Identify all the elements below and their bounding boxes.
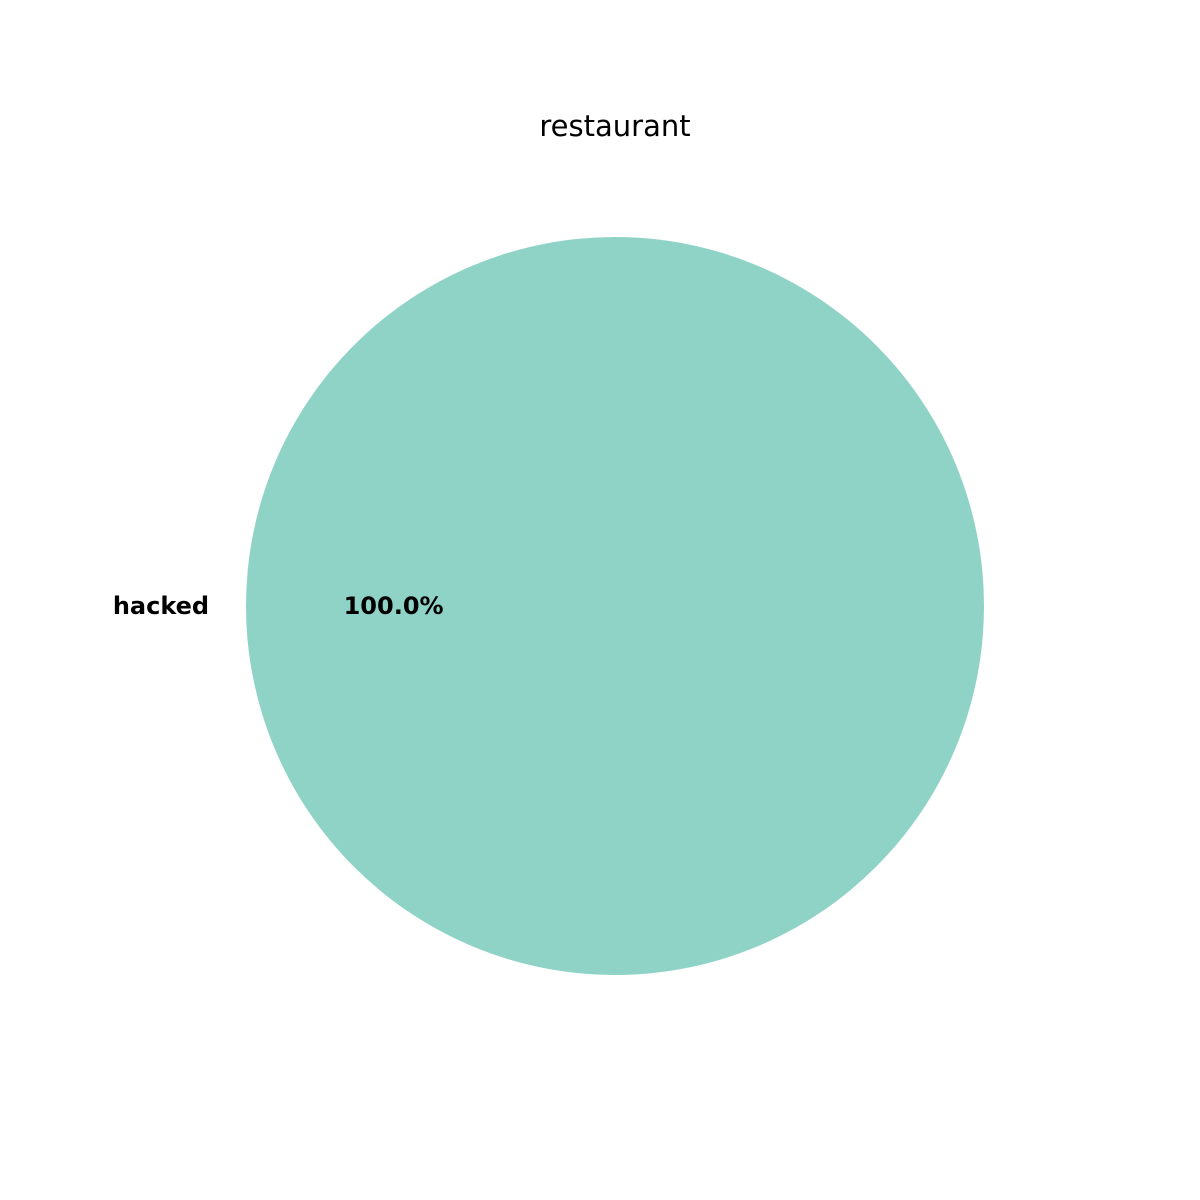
chart-title: restaurant — [539, 109, 690, 143]
pie-slice-hacked — [246, 237, 984, 975]
slice-label: hacked — [113, 592, 209, 620]
slice-percent-label: 100.0% — [344, 592, 444, 620]
pie-slices — [246, 237, 984, 975]
pie-labels: hacked 100.0% — [113, 592, 444, 620]
